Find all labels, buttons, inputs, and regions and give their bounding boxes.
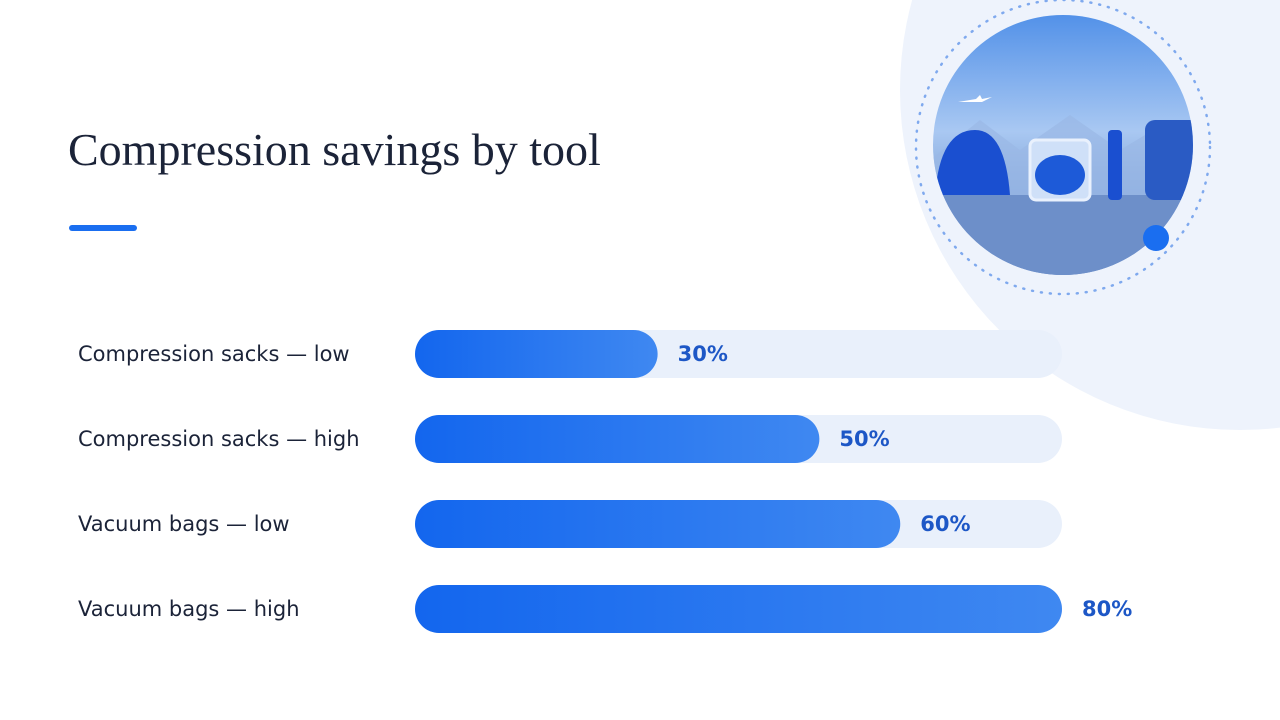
category-label: Compression sacks — low (78, 342, 350, 366)
bar (415, 330, 658, 378)
accent-dot (1143, 225, 1169, 251)
title-underline (69, 225, 137, 231)
bar (415, 500, 901, 548)
category-label: Vacuum bags — high (78, 597, 300, 621)
value-label: 30% (678, 342, 728, 366)
chart-title: Compression savings by tool (68, 124, 601, 175)
dotted-ring (914, 0, 1212, 296)
category-label: Compression sacks — high (78, 427, 360, 451)
value-label: 80% (1082, 597, 1132, 621)
illustration (933, 15, 1193, 275)
bar (415, 415, 820, 463)
category-label: Vacuum bags — low (78, 512, 290, 536)
value-label: 50% (839, 427, 889, 451)
bar (415, 585, 1062, 633)
value-label: 60% (920, 512, 970, 536)
